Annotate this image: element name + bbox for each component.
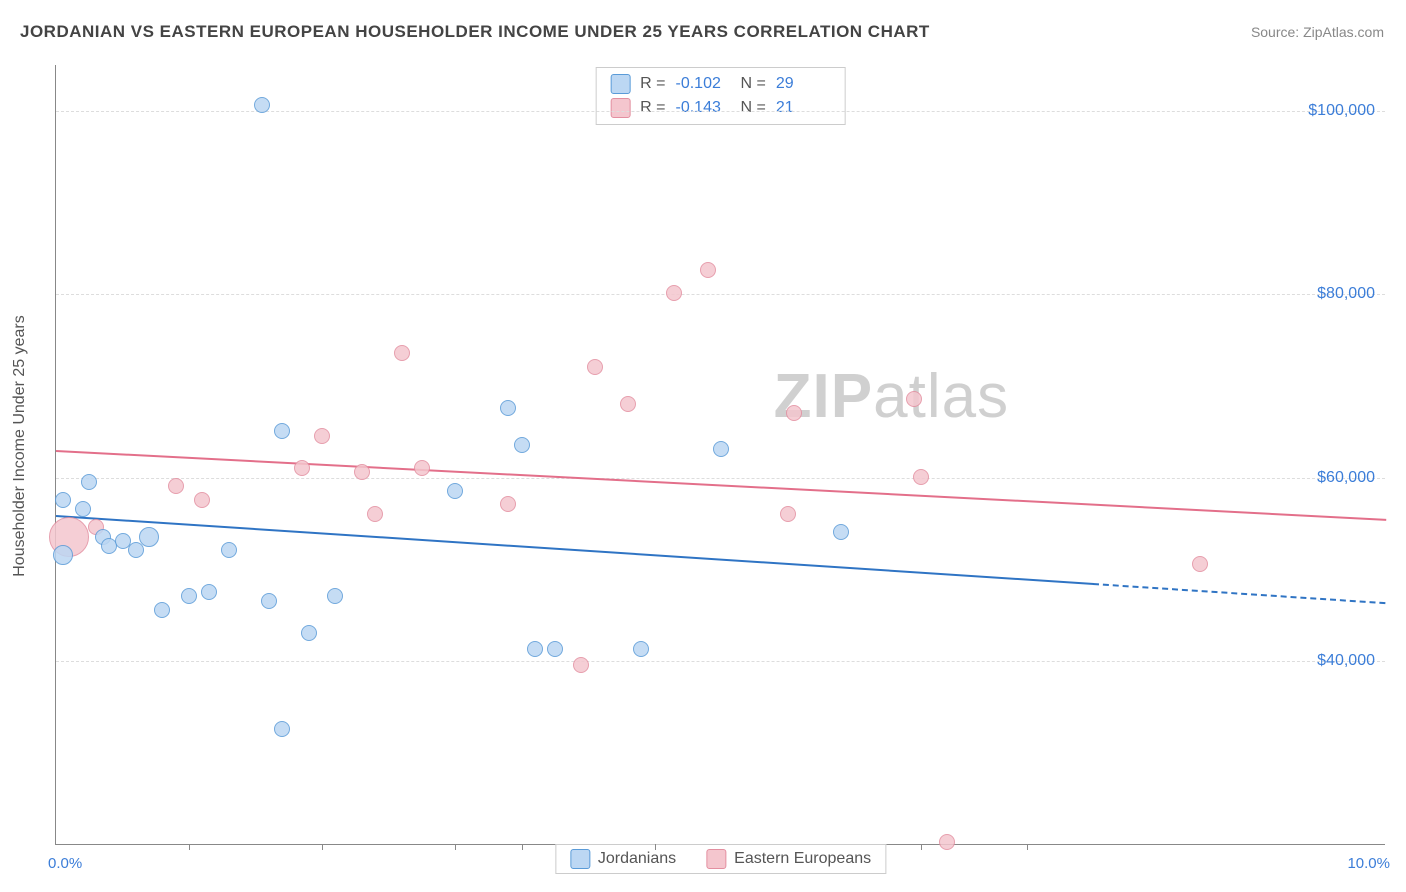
scatter-dot-pink — [906, 391, 922, 407]
gridline — [56, 661, 1385, 662]
source-attribution: Source: ZipAtlas.com — [1251, 24, 1384, 40]
n-value-2: 21 — [776, 96, 831, 120]
scatter-dot-blue — [633, 641, 649, 657]
scatter-dot-blue — [254, 97, 270, 113]
correlation-stats-box: R = -0.102 N = 29 R = -0.143 N = 21 — [595, 67, 846, 125]
x-tick-mark — [322, 844, 323, 850]
swatch-pink — [610, 98, 630, 118]
watermark: ZIPatlas — [774, 361, 1009, 432]
x-tick-mark — [522, 844, 523, 850]
scatter-dot-blue — [261, 593, 277, 609]
scatter-dot-blue — [274, 423, 290, 439]
r-value-2: -0.143 — [676, 96, 731, 120]
scatter-dot-blue — [154, 602, 170, 618]
n-label-2: N = — [741, 96, 766, 120]
scatter-dot-pink — [367, 506, 383, 522]
x-tick-mark — [655, 844, 656, 850]
series-legend: Jordanians Eastern Europeans — [555, 844, 886, 874]
scatter-dot-blue — [527, 641, 543, 657]
scatter-dot-pink — [573, 657, 589, 673]
chart-title: JORDANIAN VS EASTERN EUROPEAN HOUSEHOLDE… — [20, 22, 930, 42]
scatter-dot-pink — [168, 478, 184, 494]
legend-swatch-blue — [570, 849, 590, 869]
scatter-dot-blue — [139, 527, 159, 547]
x-tick-mark — [455, 844, 456, 850]
scatter-dot-pink — [666, 285, 682, 301]
scatter-dot-blue — [514, 437, 530, 453]
scatter-dot-pink — [587, 359, 603, 375]
scatter-dot-pink — [194, 492, 210, 508]
legend-label-jordanians: Jordanians — [598, 850, 676, 868]
regression-line — [56, 450, 1386, 521]
scatter-dot-blue — [274, 721, 290, 737]
scatter-dot-pink — [294, 460, 310, 476]
scatter-dot-pink — [913, 469, 929, 485]
scatter-dot-pink — [786, 405, 802, 421]
legend-swatch-pink — [706, 849, 726, 869]
r-label-1: R = — [640, 72, 665, 96]
legend-item-eastern-europeans: Eastern Europeans — [706, 849, 871, 869]
scatter-dot-blue — [500, 400, 516, 416]
r-value-1: -0.102 — [676, 72, 731, 96]
stats-row-eastern-europeans: R = -0.143 N = 21 — [610, 96, 831, 120]
scatter-dot-pink — [620, 396, 636, 412]
gridline — [56, 478, 1385, 479]
x-tick-mark — [921, 844, 922, 850]
scatter-dot-blue — [301, 625, 317, 641]
scatter-dot-pink — [314, 428, 330, 444]
x-axis-min-label: 0.0% — [48, 855, 82, 872]
scatter-dot-blue — [128, 542, 144, 558]
scatter-dot-blue — [833, 524, 849, 540]
scatter-dot-blue — [327, 588, 343, 604]
scatter-dot-blue — [447, 483, 463, 499]
y-tick-label: $60,000 — [1317, 469, 1375, 487]
y-tick-label: $40,000 — [1317, 652, 1375, 670]
legend-item-jordanians: Jordanians — [570, 849, 676, 869]
watermark-bold: ZIP — [774, 362, 873, 431]
watermark-light: atlas — [873, 362, 1009, 431]
scatter-dot-blue — [547, 641, 563, 657]
x-tick-mark — [1027, 844, 1028, 850]
stats-row-jordanians: R = -0.102 N = 29 — [610, 72, 831, 96]
scatter-dot-pink — [939, 834, 955, 850]
scatter-dot-blue — [181, 588, 197, 604]
scatter-dot-pink — [500, 496, 516, 512]
scatter-dot-blue — [201, 584, 217, 600]
scatter-dot-pink — [1192, 556, 1208, 572]
y-axis-label: Householder Income Under 25 years — [11, 315, 29, 576]
x-tick-mark — [189, 844, 190, 850]
scatter-dot-pink — [354, 464, 370, 480]
x-axis-max-label: 10.0% — [1347, 855, 1390, 872]
gridline — [56, 111, 1385, 112]
y-tick-label: $80,000 — [1317, 285, 1375, 303]
scatter-dot-pink — [780, 506, 796, 522]
swatch-blue — [610, 74, 630, 94]
scatter-plot-area: ZIPatlas R = -0.102 N = 29 R = -0.143 N … — [55, 65, 1385, 845]
scatter-dot-pink — [394, 345, 410, 361]
scatter-dot-blue — [713, 441, 729, 457]
n-label-1: N = — [741, 72, 766, 96]
scatter-dot-blue — [81, 474, 97, 490]
scatter-dot-blue — [221, 542, 237, 558]
scatter-dot-blue — [75, 501, 91, 517]
r-label-2: R = — [640, 96, 665, 120]
scatter-dot-blue — [53, 545, 73, 565]
legend-label-eastern-europeans: Eastern Europeans — [734, 850, 871, 868]
y-tick-label: $100,000 — [1308, 102, 1375, 120]
scatter-dot-pink — [414, 460, 430, 476]
scatter-dot-pink — [700, 262, 716, 278]
regression-line-dashed — [1093, 583, 1386, 604]
regression-line — [56, 515, 1094, 585]
n-value-1: 29 — [776, 72, 831, 96]
gridline — [56, 294, 1385, 295]
scatter-dot-blue — [55, 492, 71, 508]
